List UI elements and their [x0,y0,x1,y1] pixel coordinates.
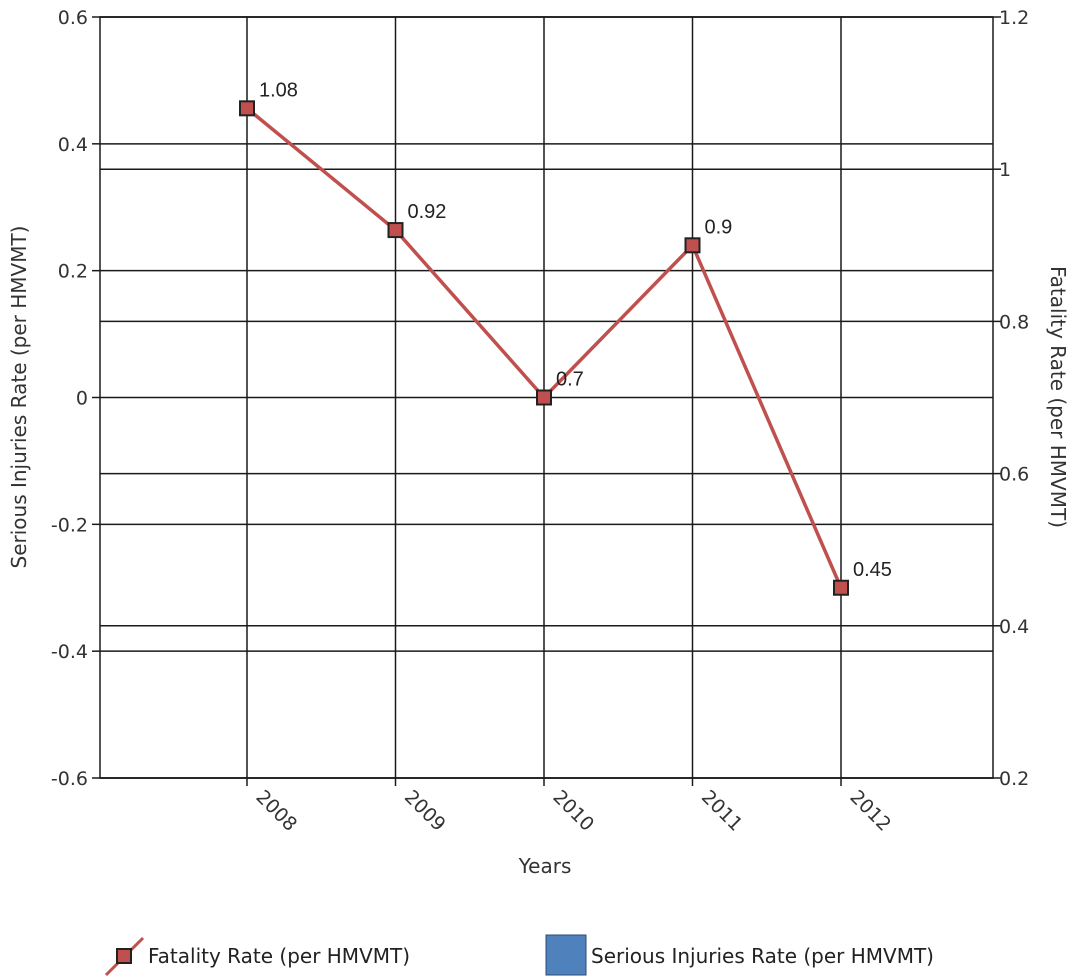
plot-area-border [99,16,994,779]
legend: Fatality Rate (per HMVMT) Serious Injuri… [104,934,934,977]
y-tick-left-0-2: 0.2 [58,261,88,283]
axes: -0.6 -0.4 -0.2 0 0.2 0.4 0.6 0.2 0.4 0.6 0.8 1 1.2 20… [51,7,1029,836]
legend-swatch-serious-injuries [545,934,587,976]
series-layer [239,100,849,596]
data-point-fatality-2011[interactable] [684,237,701,254]
y-tick-left-0-4: -0.4 [51,641,88,663]
data-point-fatality-2008[interactable] [239,100,255,117]
y-tick-right-0-2: 0.2 [999,768,1029,790]
left-y-axis-title: Serious Injuries Rate (per HMVMT) [7,226,31,569]
data-label-fatality-2008: 1.08 [259,79,298,101]
right-y-axis-title: Fatality Rate (per HMVMT) [1046,266,1070,528]
x-axis-title: Years [518,854,572,878]
y-tick-left-0-6: -0.6 [51,768,88,790]
data-label-fatality-2010: 0.7 [556,369,584,391]
x-tick-2012: 2012 [845,786,895,836]
data-point-fatality-2009[interactable] [387,222,404,239]
y-tick-left-0-2: -0.2 [51,514,88,536]
data-label-fatality-2012: 0.45 [853,559,892,581]
legend-item-fatality-rate[interactable]: Fatality Rate (per HMVMT) [104,936,410,977]
x-tick-2008: 2008 [251,786,301,836]
y-tick-right-0-6: 0.6 [999,464,1029,486]
legend-label-fatality-rate: Fatality Rate (per HMVMT) [148,944,410,968]
y-tick-left-0-4: 0.4 [58,134,88,156]
data-labels: 1.08 0.92 0.7 0.9 0.45 [259,79,892,580]
y-tick-left-0: 0 [76,388,88,410]
legend-label-serious-injuries-rate: Serious Injuries Rate (per HMVMT) [591,944,934,968]
legend-item-serious-injuries-rate[interactable]: Serious Injuries Rate (per HMVMT) [545,934,934,976]
x-tick-2009: 2009 [400,786,450,836]
data-label-fatality-2011: 0.9 [705,216,733,238]
data-point-fatality-2010[interactable] [536,389,552,406]
y-tick-right-0-8: 0.8 [999,311,1029,333]
y-tick-right-1-2: 1.2 [999,7,1029,29]
y-tick-right-1: 1 [999,159,1011,181]
legend-square-marker-fatality [116,948,132,964]
data-label-fatality-2009: 0.92 [408,201,447,223]
x-tick-2011: 2011 [697,786,747,836]
y-tick-right-0-4: 0.4 [999,616,1029,638]
y-tick-left-0-6: 0.6 [58,7,88,29]
x-tick-2010: 2010 [548,786,598,836]
data-point-fatality-2012[interactable] [833,579,849,596]
